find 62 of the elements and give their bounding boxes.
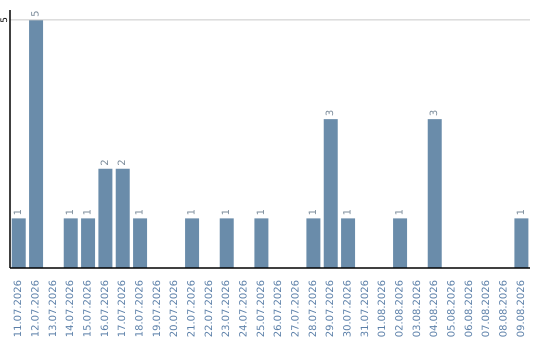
x-tick-label: 03.08.2026 xyxy=(412,280,423,338)
bar xyxy=(306,218,320,268)
x-tick-label: 08.08.2026 xyxy=(498,280,510,338)
x-tick-label: 02.08.2026 xyxy=(394,280,406,338)
x-tick-label: 12.07.2026 xyxy=(30,280,42,338)
x-tick-label: 19.07.2026 xyxy=(152,280,163,338)
x-tick-label: 25.07.2026 xyxy=(256,280,267,338)
x-tick-label: 06.08.2026 xyxy=(464,280,475,338)
data-label: 1 xyxy=(221,209,232,216)
x-tick-label: 05.08.2026 xyxy=(446,280,458,338)
x-tick-label: 04.08.2026 xyxy=(429,280,440,338)
x-tick-label: 26.07.2026 xyxy=(273,280,284,338)
data-label: 1 xyxy=(256,209,267,216)
bar xyxy=(514,218,528,268)
x-tick-label: 17.07.2026 xyxy=(117,280,128,338)
x-tick-label: 21.07.2026 xyxy=(186,280,198,338)
data-label: 2 xyxy=(100,159,111,166)
bar xyxy=(98,168,112,268)
data-label: 1 xyxy=(186,209,198,216)
x-tick-label: 31.07.2026 xyxy=(360,280,371,338)
x-tick-label: 15.07.2026 xyxy=(82,280,94,338)
data-label: 5 xyxy=(30,10,42,17)
bar xyxy=(324,119,338,268)
bar xyxy=(64,218,78,268)
bar xyxy=(133,218,148,268)
x-tick-label: 01.08.2026 xyxy=(377,280,388,338)
bar xyxy=(81,218,96,268)
data-label: 3 xyxy=(429,110,440,116)
x-tick-label: 13.07.2026 xyxy=(48,280,59,338)
bar xyxy=(428,119,442,268)
bar xyxy=(116,168,130,268)
data-label: 1 xyxy=(516,209,527,216)
bar xyxy=(220,218,234,268)
data-label: 1 xyxy=(134,209,146,216)
data-label: 1 xyxy=(342,209,354,216)
data-label: 1 xyxy=(82,209,94,216)
bar xyxy=(29,20,44,268)
x-tick-label: 14.07.2026 xyxy=(65,280,76,338)
x-tick-label: 22.07.2026 xyxy=(204,280,215,338)
x-tick-label: 24.07.2026 xyxy=(238,280,250,338)
bar xyxy=(341,218,356,268)
x-tick-label: 29.07.2026 xyxy=(325,280,336,338)
bar xyxy=(12,218,26,268)
x-tick-label: 11.07.2026 xyxy=(13,280,24,338)
x-tick-label: 07.08.2026 xyxy=(481,280,492,338)
x-tick-label: 09.08.2026 xyxy=(516,280,527,338)
data-label: 3 xyxy=(325,110,336,116)
x-tick-label: 28.07.2026 xyxy=(308,280,319,338)
data-label: 1 xyxy=(308,209,319,216)
data-label: 1 xyxy=(65,209,76,216)
bar xyxy=(185,218,200,268)
data-label: 1 xyxy=(394,209,406,216)
x-tick-label: 27.07.2026 xyxy=(290,280,302,338)
bar xyxy=(254,218,268,268)
x-tick-label: 16.07.2026 xyxy=(100,280,111,338)
data-label: 1 xyxy=(13,209,24,216)
data-label: 2 xyxy=(117,159,128,166)
x-tick-label: 30.07.2026 xyxy=(342,280,354,338)
x-tick-label: 18.07.2026 xyxy=(134,280,146,338)
x-tick-label: 20.07.2026 xyxy=(169,280,180,338)
x-tick-label: 23.07.2026 xyxy=(221,280,232,338)
bar xyxy=(393,218,408,268)
